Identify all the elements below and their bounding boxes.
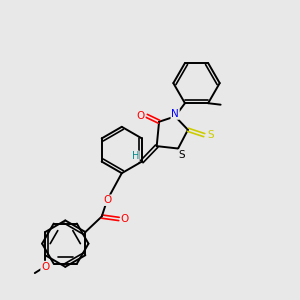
Text: S: S [208,130,214,140]
Text: N: N [171,109,179,119]
Text: H: H [132,151,139,161]
Text: O: O [121,214,129,224]
Text: O: O [41,262,49,272]
Text: O: O [103,195,111,205]
Text: S: S [178,150,185,160]
Text: O: O [136,111,145,121]
